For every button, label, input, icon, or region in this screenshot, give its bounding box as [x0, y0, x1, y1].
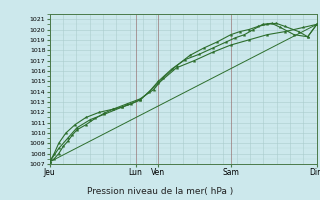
Text: Pression niveau de la mer( hPa ): Pression niveau de la mer( hPa ): [87, 187, 233, 196]
